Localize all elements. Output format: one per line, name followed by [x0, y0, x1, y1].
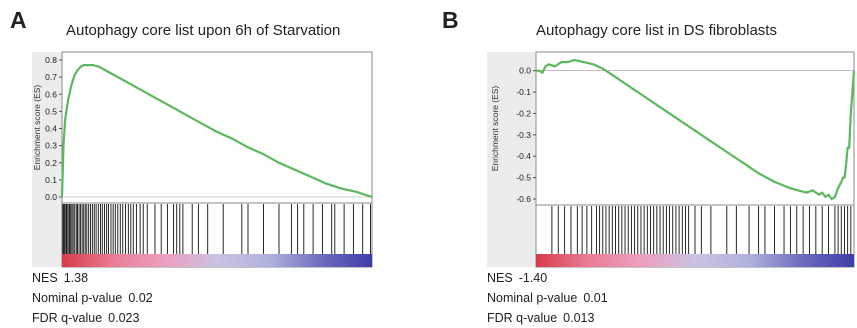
y-tick-label: 0.1 [45, 175, 57, 185]
y-tick-label: 0.7 [45, 72, 57, 82]
ylabel-strip [32, 52, 62, 267]
y-tick-label: -0.4 [516, 151, 531, 161]
y-tick-label: 0.8 [45, 55, 57, 65]
y-axis-label: Enrichment score (ES) [490, 86, 500, 172]
y-tick-label: -0.3 [516, 130, 531, 140]
stat-label: FDR q-value [487, 311, 558, 325]
stat-fdr-q: FDR q-value 0.023 [32, 308, 153, 328]
es-line [536, 58, 856, 201]
stat-fdr-q: FDR q-value 0.013 [487, 308, 608, 328]
stat-label: NES [487, 271, 513, 285]
y-tick-label: -0.6 [516, 194, 531, 204]
stat-nominal-p: Nominal p-value 0.01 [487, 288, 608, 308]
y-tick-label: -0.1 [516, 87, 531, 97]
y-tick-label: -0.2 [516, 108, 531, 118]
stat-nominal-p: Nominal p-value 0.02 [32, 288, 153, 308]
y-axis-label: Enrichment score (ES) [32, 85, 42, 171]
y-tick-label: 0.3 [45, 141, 57, 151]
gsea-plot: Enrichment score (ES) 0.0 -0.1 -0.2 -0.3 -0.4… [487, 51, 856, 268]
gsea-panel-b: B Autophagy core list in DS fibroblasts … [430, 0, 857, 325]
stat-value: 0.013 [563, 311, 595, 325]
panel-letter: B [442, 7, 459, 33]
y-tick-label: 0.6 [45, 89, 57, 99]
es-plot-frame [535, 51, 855, 206]
stat-value: 0.01 [583, 291, 608, 305]
rank-color-bar [62, 254, 372, 267]
stat-nes: NES -1.40 [487, 268, 608, 288]
stat-value: 0.023 [108, 311, 140, 325]
stat-label: FDR q-value [32, 311, 103, 325]
y-tick-label: 0.4 [45, 124, 57, 134]
gsea-plot: Enrichment score (ES) 0.0 0.1 0.2 0.3 0.4 0.5 0… [32, 51, 373, 268]
y-tick-label: 0.2 [45, 158, 57, 168]
stat-label: NES [32, 271, 58, 285]
stat-value: -1.40 [518, 271, 548, 285]
stats-block: NES -1.40 Nominal p-value 0.01 FDR q-value… [487, 268, 608, 328]
y-tick-label: 0.5 [45, 106, 57, 116]
panel-letter: A [10, 7, 27, 33]
stat-value: 1.38 [63, 271, 89, 285]
stat-nes: NES 1.38 [32, 268, 153, 288]
y-tick-label: 0.0 [45, 192, 57, 202]
stat-label: Nominal p-value [32, 291, 123, 305]
es-plot-frame [61, 51, 373, 204]
rank-color-bar [536, 254, 854, 267]
es-line [60, 63, 373, 199]
stat-label: Nominal p-value [487, 291, 578, 305]
chart-title: Autophagy core list in DS fibroblasts [536, 22, 777, 39]
chart-title: Autophagy core list upon 6h of Starvatio… [66, 22, 341, 39]
stat-value: 0.02 [128, 291, 153, 305]
gsea-panel-a: A Autophagy core list upon 6h of Starvat… [0, 0, 428, 325]
stats-block: NES 1.38 Nominal p-value 0.02 FDR q-value 0… [32, 268, 153, 328]
y-tick-label: -0.5 [516, 173, 531, 183]
y-tick-label: 0.0 [519, 66, 531, 76]
ylabel-strip [487, 52, 536, 267]
